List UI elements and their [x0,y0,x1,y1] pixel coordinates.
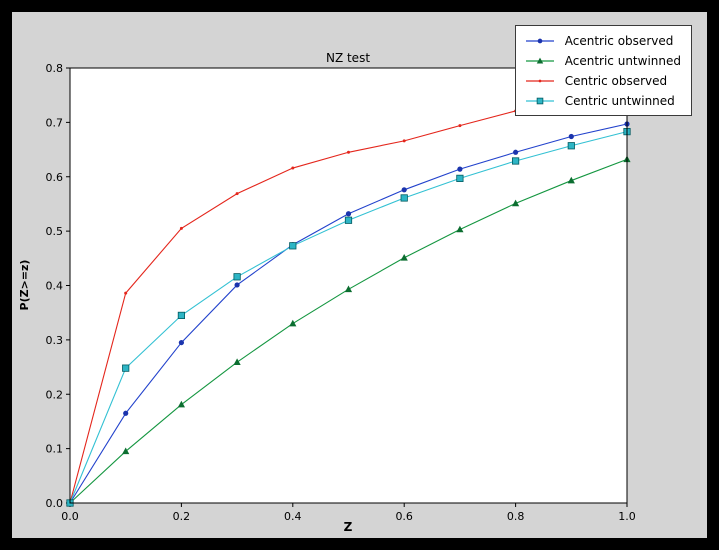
figure-canvas: 0.0 0.2 0.4 0.6 0.8 1.0 0.0 0.1 0.2 0.3 0.4 0.5 0.6 0… [12,12,707,538]
y-tick-label: 0.4 [46,280,64,293]
x-tick-label: 0.8 [507,510,525,523]
marker-square [122,364,130,372]
y-axis-label: P(Z>=z) [18,260,31,311]
y-tick-label: 0.6 [46,171,64,184]
axes-frame [69,67,628,504]
marker-circle [123,410,129,416]
x-tick-label: 0.0 [61,510,79,523]
marker-triangle [536,57,543,64]
nz-test-chart: 0.0 0.2 0.4 0.6 0.8 1.0 0.0 0.1 0.2 0.3 0.4 0.5 0.6 0… [18,51,636,534]
legend-sample [525,79,554,82]
chart-title: NZ test [326,51,370,65]
marker-square [177,311,185,320]
marker-triangle [177,400,185,408]
marker-triangle [233,358,241,365]
marker-circle [568,133,574,140]
y-tick-label: 0.0 [46,497,64,510]
legend-sample [525,57,554,64]
marker-triangle [512,199,520,207]
legend-sample [525,97,554,104]
marker-square [567,142,575,150]
y-tick-label: 0.8 [46,62,64,75]
marker-triangle [456,225,464,233]
marker-dot [347,150,350,154]
marker-square [456,174,464,182]
y-tick-label: 0.2 [46,388,64,401]
legend: Acentric observed Acentric untwinned Centr… [514,25,692,116]
marker-dot [291,166,295,170]
marker-circle [537,38,543,43]
marker-dot [538,79,542,82]
plot-area [70,68,627,503]
marker-square [511,157,520,165]
x-tick-label: 1.0 [618,510,636,523]
marker-triangle [122,447,130,455]
marker-square [536,97,544,104]
legend-label: Acentric observed [564,33,674,48]
y-tick-label: 0.7 [46,116,64,129]
marker-square [233,273,241,281]
x-tick-label: 0.2 [173,510,191,523]
marker-circle [457,166,463,172]
marker-dot [124,291,128,295]
x-axis-label: Z [344,520,353,534]
legend-item: Centric observed [524,72,681,89]
marker-circle [178,339,184,346]
marker-triangle [289,319,297,327]
marker-circle [401,187,407,193]
legend-item: Acentric observed [524,32,681,49]
legend-label: Centric untwinned [564,93,675,108]
marker-circle [345,211,352,217]
marker-dot [458,124,462,128]
marker-triangle [400,253,408,261]
x-tick-label: 0.6 [395,510,413,523]
marker-triangle [344,285,353,293]
marker-dot [402,139,406,143]
y-tick-label: 0.3 [46,334,64,347]
legend-item: Centric untwinned [524,92,681,109]
legend-sample [525,38,554,43]
y-tick-label: 0.1 [46,443,64,456]
legend-label: Centric observed [564,73,668,88]
marker-square [344,216,353,224]
marker-circle [513,149,519,155]
marker-square [289,242,297,250]
marker-dot [179,226,183,230]
x-tick-label: 0.4 [284,510,302,523]
marker-square [400,194,408,202]
marker-triangle [567,176,575,184]
legend-item: Acentric untwinned [524,52,681,69]
marker-circle [234,282,240,288]
y-tick-label: 0.5 [46,225,64,238]
marker-dot [235,192,239,196]
legend-label: Acentric untwinned [564,53,681,68]
